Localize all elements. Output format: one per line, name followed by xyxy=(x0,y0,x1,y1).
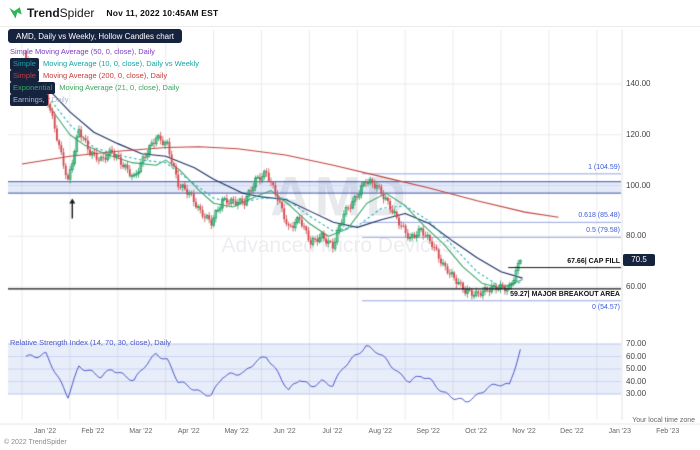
rsi-indicator-label[interactable]: Relative Strength Index (14, 70, 30, clo… xyxy=(10,338,171,347)
header-bar: TrendSpider Nov 11, 2022 10:45AM EST xyxy=(0,0,700,27)
trendspider-logo-icon xyxy=(9,6,22,18)
trendspider-brand: TrendSpider xyxy=(8,6,94,21)
footer-copyright: © 2022 TrendSpider xyxy=(4,439,67,446)
indicator-label[interactable]: Simple Moving Average (50, 0, close), Da… xyxy=(10,47,155,56)
indicator-chip: Earnings, xyxy=(10,94,48,106)
indicator-label[interactable]: Simple Moving Average (200, 0, close), D… xyxy=(10,70,199,82)
brand-trend: Trend xyxy=(27,6,60,20)
brand-spider: Spider xyxy=(59,6,95,20)
current-price-badge: 70.5 xyxy=(623,254,655,266)
indicator-label[interactable]: Simple Moving Average (10, 0, close), Da… xyxy=(10,58,199,70)
indicator-label[interactable]: Earnings, Daily xyxy=(10,94,199,106)
indicator-chip: Simple xyxy=(10,58,39,70)
indicator-label[interactable]: Exponential Moving Average (21, 0, close… xyxy=(10,82,199,94)
indicator-chip: Exponential xyxy=(10,82,56,94)
timestamp-text: Nov 11, 2022 10:45AM EST xyxy=(106,8,219,18)
timezone-note[interactable]: Your local time zone xyxy=(632,417,695,424)
indicator-chip: Simple xyxy=(10,70,39,82)
chart-title-pill[interactable]: AMD, Daily vs Weekly, Hollow Candles cha… xyxy=(8,29,182,43)
indicator-list: Simple Moving Average (50, 0, close), Da… xyxy=(10,46,199,106)
